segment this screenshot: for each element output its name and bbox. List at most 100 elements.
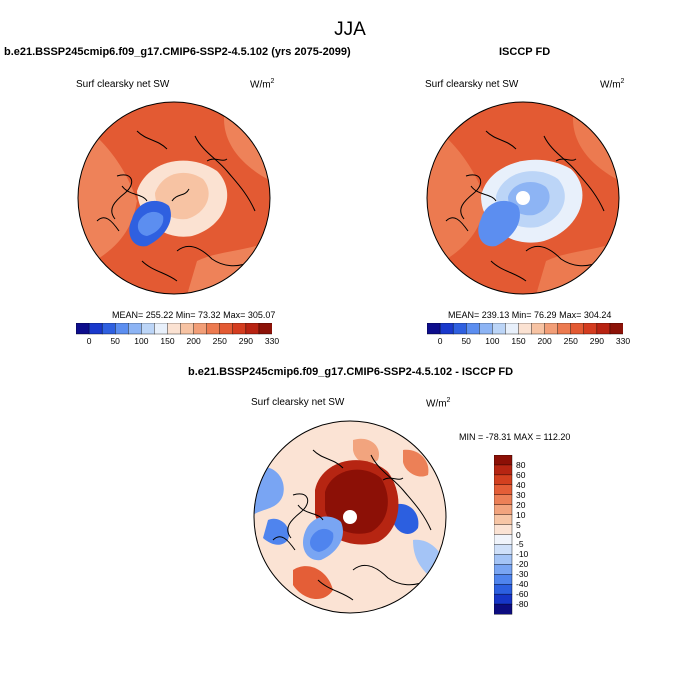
colorbar-box: [494, 583, 513, 595]
season-title: JJA: [334, 19, 366, 40]
colorbar-box: [219, 323, 234, 335]
panel3-greenland-inner: [309, 528, 334, 552]
colorbar-box: [494, 564, 513, 575]
colorbar-box: [494, 603, 513, 615]
colorbar-box: [583, 323, 598, 335]
colorbar-tick-label: 290: [238, 336, 253, 346]
panel2-colorbar-boxes: [427, 323, 623, 335]
colorbar-box: [494, 494, 513, 506]
colorbar-box: [557, 323, 572, 335]
panel3-stats: MIN = -78.31 MAX = 112.20: [459, 432, 571, 442]
panel1-units: W/m2: [250, 78, 275, 91]
colorbar-tick-label: 10: [516, 509, 526, 520]
colorbar-tick-label: 250: [563, 336, 578, 346]
colorbar-box: [494, 514, 513, 526]
colorbar-tick-label: 150: [160, 336, 175, 346]
colorbar-box: [531, 323, 546, 335]
panel3-arctic-field: [325, 469, 388, 534]
panel3-colorbar-labels: 80 60 40 30 20 10 5 0 -5 -10 -20 -30 -40 -60 -80: [516, 455, 546, 615]
colorbar-tick-label: 150: [511, 336, 526, 346]
colorbar-tick-label: 20: [516, 499, 526, 510]
colorbar-box: [596, 323, 611, 335]
panel1-map: [77, 101, 271, 295]
panel3-blue-patch-east: [393, 503, 419, 534]
colorbar-box: [101, 323, 116, 335]
panel1-eurasia-land: [78, 121, 137, 271]
panel2-colorbar-labels: 0 50 100 150 200 250 290 330: [427, 336, 630, 348]
panel2-stats: MEAN= 239.13 Min= 76.29 Max= 304.24: [448, 310, 612, 320]
colorbar-tick-label: 30: [516, 489, 526, 500]
colorbar-box: [167, 323, 182, 335]
colorbar-box: [439, 323, 454, 335]
colorbar-box: [494, 524, 513, 535]
colorbar-tick-label: -40: [516, 579, 529, 590]
colorbar-box: [492, 323, 506, 335]
colorbar-tick-label: 80: [516, 459, 526, 470]
colorbar-box: [609, 323, 623, 335]
colorbar-box: [494, 554, 513, 565]
colorbar-box: [245, 323, 260, 335]
colorbar-box: [494, 534, 513, 545]
colorbar-box: [494, 455, 513, 466]
colorbar-tick-label: 0: [516, 529, 521, 540]
colorbar-box: [505, 323, 519, 335]
colorbar-box: [180, 323, 195, 335]
colorbar-box: [232, 323, 247, 335]
colorbar-tick-label: 0: [86, 336, 92, 346]
colorbar-box: [427, 323, 441, 335]
colorbar-tick-label: -10: [516, 549, 529, 560]
panel3-pole-hole: [343, 510, 357, 524]
panel2-title: ISCCP FD: [499, 46, 551, 58]
colorbar-box: [479, 323, 493, 335]
colorbar-tick-label: 290: [589, 336, 604, 346]
panel3-map-boundary: [253, 420, 447, 614]
colorbar-box: [570, 323, 585, 335]
colorbar-tick-label: -20: [516, 559, 529, 570]
panel3-title: b.e21.BSSP245cmip6.f09_g17.CMIP6-SSP2-4.…: [188, 366, 514, 378]
colorbar-box: [128, 323, 142, 335]
panel3-orange-patch-northeast: [403, 449, 429, 477]
colorbar-tick-label: -30: [516, 569, 529, 580]
panel2-variable: Surf clearsky net SW: [425, 79, 519, 90]
colorbar-tick-label: 330: [264, 336, 280, 346]
colorbar-tick-label: 0: [437, 336, 443, 346]
colorbar-box: [494, 484, 513, 496]
colorbar-box: [206, 323, 221, 335]
colorbar-box: [154, 323, 168, 335]
colorbar-tick-label: 200: [186, 336, 201, 346]
colorbar-box: [494, 574, 513, 585]
colorbar-box: [494, 544, 513, 555]
colorbar-tick-label: 100: [485, 336, 500, 346]
colorbar-box: [494, 464, 513, 476]
colorbar-box: [141, 323, 155, 335]
panel3-colorbar: [494, 455, 513, 615]
colorbar-box: [494, 474, 513, 486]
panel1-variable: Surf clearsky net SW: [76, 79, 170, 90]
panel2-map: [426, 101, 620, 295]
panel1-colorbar: [76, 323, 272, 335]
panel1-map-boundary: [77, 101, 271, 295]
panel3-map: [253, 420, 447, 614]
panel2-map-boundary: [426, 101, 620, 295]
panel1-title: b.e21.BSSP245cmip6.f09_g17.CMIP6-SSP2-4.…: [4, 46, 351, 58]
panel2-colorbar: [427, 323, 623, 335]
panel3-colorbar-boxes: [494, 455, 513, 615]
colorbar-tick-label: 200: [537, 336, 552, 346]
panel1-stats: MEAN= 255.22 Min= 73.32 Max= 305.07: [112, 310, 276, 320]
colorbar-tick-label: 50: [110, 336, 120, 346]
colorbar-tick-label: 40: [516, 479, 526, 490]
colorbar-box: [193, 323, 208, 335]
panel2-eurasia-land: [427, 121, 486, 271]
colorbar-tick-label: 60: [516, 469, 526, 480]
colorbar-tick-label: -60: [516, 589, 529, 600]
colorbar-tick-label: 330: [615, 336, 631, 346]
colorbar-box: [518, 323, 533, 335]
colorbar-tick-label: -80: [516, 599, 529, 610]
panel1-colorbar-labels: 0 50 100 150 200 250 290 330: [76, 336, 279, 348]
panel1-greenland-inner: [137, 211, 164, 236]
colorbar-box: [494, 504, 513, 516]
colorbar-box: [115, 323, 129, 335]
colorbar-tick-label: -5: [516, 539, 524, 550]
panel1-colorbar-boxes: [76, 323, 272, 335]
panel3-blue-patch-atlantic: [263, 518, 289, 545]
